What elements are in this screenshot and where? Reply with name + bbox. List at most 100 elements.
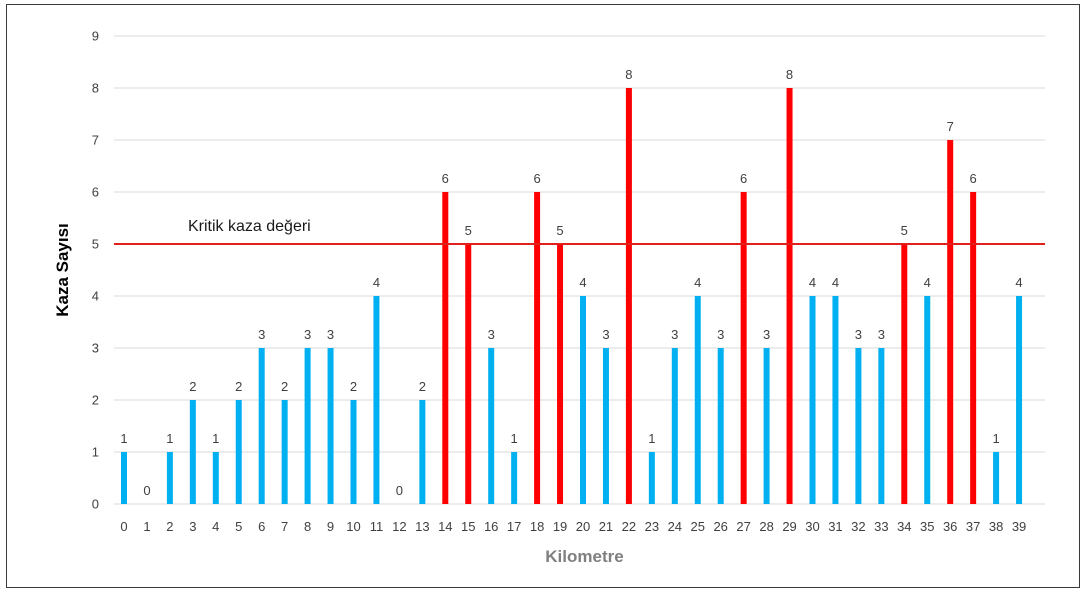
bar bbox=[832, 296, 839, 504]
bar bbox=[901, 244, 908, 504]
x-tick-label: 37 bbox=[966, 519, 980, 534]
x-tick-label: 0 bbox=[120, 519, 127, 534]
bar bbox=[878, 348, 885, 504]
x-tick-label: 25 bbox=[691, 519, 705, 534]
x-tick-label: 2 bbox=[166, 519, 173, 534]
data-label: 3 bbox=[304, 327, 311, 342]
x-tick-label: 1 bbox=[143, 519, 150, 534]
bar bbox=[580, 296, 586, 504]
y-tick-label: 1 bbox=[92, 445, 99, 460]
bar bbox=[511, 452, 518, 504]
bar bbox=[993, 452, 1000, 504]
y-axis-title: Kaza Sayısı bbox=[53, 223, 72, 317]
y-tick-label: 6 bbox=[92, 185, 99, 200]
bar bbox=[350, 400, 357, 504]
data-label: 2 bbox=[189, 379, 196, 394]
x-tick-label: 13 bbox=[415, 519, 429, 534]
x-tick-label: 30 bbox=[805, 519, 819, 534]
x-tick-label: 23 bbox=[645, 519, 659, 534]
data-label: 7 bbox=[947, 119, 954, 134]
data-label: 2 bbox=[419, 379, 426, 394]
bar bbox=[488, 348, 495, 504]
data-label: 4 bbox=[832, 275, 839, 290]
x-tick-label: 33 bbox=[874, 519, 888, 534]
y-tick-label: 8 bbox=[92, 81, 99, 96]
x-tick-label: 12 bbox=[392, 519, 406, 534]
data-label: 3 bbox=[717, 327, 724, 342]
data-label: 6 bbox=[970, 171, 977, 186]
bar bbox=[419, 400, 426, 504]
x-tick-label: 10 bbox=[346, 519, 360, 534]
bar bbox=[212, 452, 219, 504]
data-label: 3 bbox=[855, 327, 862, 342]
x-tick-label: 26 bbox=[713, 519, 727, 534]
threshold-label: Kritik kaza değeri bbox=[188, 218, 311, 235]
data-label: 4 bbox=[579, 275, 586, 290]
bar bbox=[373, 296, 380, 504]
x-tick-label: 22 bbox=[622, 519, 636, 534]
data-label: 6 bbox=[533, 171, 540, 186]
data-label: 5 bbox=[465, 223, 472, 238]
bar bbox=[648, 452, 655, 504]
y-tick-label: 4 bbox=[92, 289, 99, 304]
data-label: 3 bbox=[763, 327, 770, 342]
x-tick-label: 14 bbox=[438, 519, 452, 534]
x-tick-label: 27 bbox=[736, 519, 750, 534]
data-label: 4 bbox=[694, 275, 701, 290]
bar bbox=[855, 348, 862, 504]
bar bbox=[442, 192, 449, 504]
bars bbox=[121, 88, 1023, 504]
x-tick-label: 16 bbox=[484, 519, 498, 534]
data-label: 8 bbox=[625, 67, 632, 82]
data-label: 2 bbox=[281, 379, 288, 394]
x-tick-label: 18 bbox=[530, 519, 544, 534]
data-label: 1 bbox=[992, 431, 999, 446]
y-tick-label: 5 bbox=[92, 237, 99, 252]
bar bbox=[625, 88, 632, 504]
x-tick-label: 8 bbox=[304, 519, 311, 534]
x-tick-label: 3 bbox=[189, 519, 196, 534]
threshold: Kritik kaza değeri bbox=[114, 218, 1045, 245]
y-tick-label: 0 bbox=[92, 497, 99, 512]
y-tick-label: 2 bbox=[92, 393, 99, 408]
x-tick-label: 19 bbox=[553, 519, 567, 534]
bar bbox=[166, 452, 173, 504]
bar bbox=[1016, 296, 1023, 504]
bar bbox=[671, 348, 678, 504]
data-label: 2 bbox=[235, 379, 242, 394]
x-tick-label: 20 bbox=[576, 519, 590, 534]
bar bbox=[694, 296, 701, 504]
bar bbox=[740, 192, 747, 504]
data-label: 2 bbox=[350, 379, 357, 394]
y-tick-label: 3 bbox=[92, 341, 99, 356]
y-tick-labels: 0 1 2 3 4 5 6 7 8 9 bbox=[92, 29, 99, 512]
data-label: 3 bbox=[878, 327, 885, 342]
x-tick-labels: 0 1 2 3 4 5 6 7 8 9 10 11 12 13 14 15 16 17 18 19 20 21 22 23 24… bbox=[120, 519, 1026, 534]
x-tick-label: 28 bbox=[759, 519, 773, 534]
data-label: 6 bbox=[442, 171, 449, 186]
bar bbox=[189, 400, 196, 504]
x-tick-label: 38 bbox=[989, 519, 1003, 534]
x-tick-label: 4 bbox=[212, 519, 219, 534]
x-tick-label: 24 bbox=[668, 519, 682, 534]
data-label: 1 bbox=[648, 431, 655, 446]
x-tick-label: 9 bbox=[327, 519, 334, 534]
x-tick-label: 39 bbox=[1012, 519, 1026, 534]
data-label: 3 bbox=[327, 327, 334, 342]
bar bbox=[465, 244, 472, 504]
x-tick-label: 36 bbox=[943, 519, 957, 534]
data-label: 1 bbox=[511, 431, 518, 446]
x-tick-label: 11 bbox=[370, 519, 384, 534]
x-tick-label: 29 bbox=[782, 519, 796, 534]
data-label: 6 bbox=[740, 171, 747, 186]
data-label: 5 bbox=[901, 223, 908, 238]
x-tick-label: 17 bbox=[507, 519, 521, 534]
bar bbox=[602, 348, 609, 504]
y-tick-label: 7 bbox=[92, 133, 99, 148]
data-label: 4 bbox=[809, 275, 816, 290]
x-tick-label: 32 bbox=[851, 519, 865, 534]
x-tick-label: 31 bbox=[828, 519, 842, 534]
